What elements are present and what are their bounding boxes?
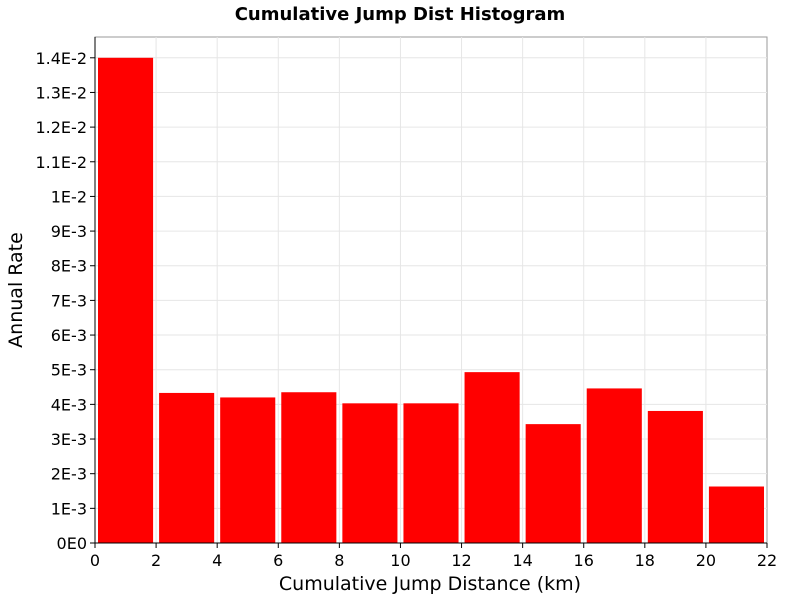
- histogram-bar: [281, 392, 337, 543]
- y-tick-label: 7E-3: [51, 291, 87, 310]
- x-tick-label: 0: [90, 551, 100, 570]
- x-tick-label: 18: [635, 551, 655, 570]
- x-tick-label: 10: [390, 551, 410, 570]
- histogram-bar: [464, 372, 520, 543]
- y-tick-labels: 0E0 1E-3 2E-3 3E-3 4E-3 5E-3 6E-3 7E-3 8E-3 9E-3 1…: [35, 49, 95, 553]
- histogram-bar: [403, 403, 459, 543]
- y-tick-label: 3E-3: [51, 430, 87, 449]
- y-tick-label: 0E0: [57, 534, 87, 553]
- y-tick-label: 9E-3: [51, 222, 87, 241]
- x-tick-label: 14: [512, 551, 532, 570]
- y-tick-label: 1E-2: [51, 187, 87, 206]
- histogram-bar: [159, 392, 215, 543]
- x-tick-label: 8: [334, 551, 344, 570]
- histogram-bar: [525, 424, 581, 543]
- y-tick-label: 5E-3: [51, 361, 87, 380]
- x-tick-label: 4: [212, 551, 222, 570]
- y-tick-label: 1.1E-2: [35, 153, 87, 172]
- histogram-bar: [586, 388, 642, 543]
- y-tick-label: 1.3E-2: [35, 83, 87, 102]
- chart-title: Cumulative Jump Dist Histogram: [235, 4, 566, 25]
- y-tick-label: 4E-3: [51, 395, 87, 414]
- histogram-bar: [708, 486, 764, 543]
- histogram-bar: [98, 57, 154, 543]
- y-tick-label: 1E-3: [51, 499, 87, 518]
- bars: [98, 57, 764, 543]
- axes: [94, 37, 767, 544]
- y-tick-label: 1.4E-2: [35, 49, 87, 68]
- x-tick-label: 22: [757, 551, 777, 570]
- x-tick-label: 2: [151, 551, 161, 570]
- x-tick-label: 20: [696, 551, 716, 570]
- x-axis-label: Cumulative Jump Distance (km): [279, 573, 581, 595]
- y-tick-label: 1.2E-2: [35, 118, 87, 137]
- y-axis-label: Annual Rate: [5, 232, 27, 348]
- y-tick-label: 6E-3: [51, 326, 87, 345]
- x-tick-labels: 0 2 4 6 8 10 12 14 16 18 20 22: [90, 543, 777, 570]
- y-tick-label: 2E-3: [51, 465, 87, 484]
- x-tick-label: 12: [451, 551, 471, 570]
- histogram-bar: [342, 403, 398, 543]
- x-tick-label: 16: [574, 551, 594, 570]
- histogram-bar: [220, 397, 276, 543]
- histogram-bar: [647, 410, 703, 543]
- x-tick-label: 6: [273, 551, 283, 570]
- y-tick-label: 8E-3: [51, 257, 87, 276]
